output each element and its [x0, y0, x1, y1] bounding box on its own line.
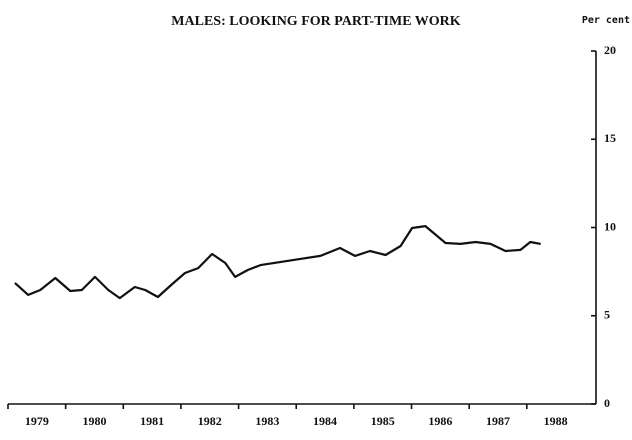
- x-tick-label: 1987: [486, 414, 510, 428]
- y-tick-label: 20: [604, 43, 616, 57]
- x-tick-label: 1988: [544, 414, 568, 428]
- x-tick-label: 1979: [25, 414, 49, 428]
- x-tick-label: 1981: [140, 414, 164, 428]
- y-tick-label: 15: [604, 131, 616, 145]
- y-axis-label: Per cent: [582, 15, 630, 26]
- y-tick-label: 0: [604, 396, 610, 410]
- x-tick-label: 1980: [82, 414, 106, 428]
- x-tick-label: 1985: [371, 414, 395, 428]
- chart-title: MALES: LOOKING FOR PART-TIME WORK: [171, 14, 460, 29]
- y-tick-label: 5: [604, 308, 610, 322]
- x-tick-label: 1983: [255, 414, 279, 428]
- y-tick-label: 10: [604, 219, 616, 233]
- x-tick-label: 1984: [313, 414, 337, 428]
- data-line: [14, 225, 541, 300]
- x-tick-label: 1986: [428, 414, 452, 428]
- x-tick-label: 1982: [198, 414, 222, 428]
